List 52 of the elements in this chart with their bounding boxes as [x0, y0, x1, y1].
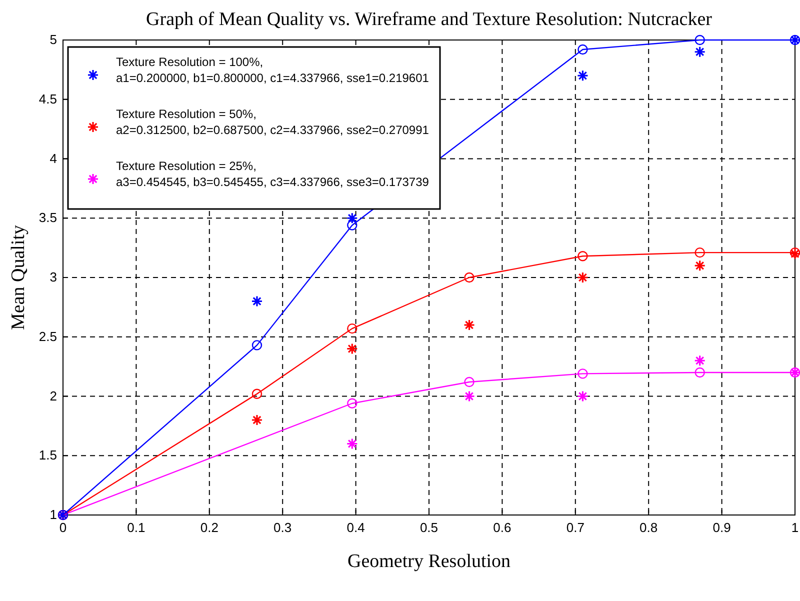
x-tick-label: 0.7: [566, 520, 584, 535]
point: [576, 70, 589, 82]
point: [251, 414, 263, 426]
x-tick-label: 0.4: [346, 520, 365, 535]
point: [463, 390, 476, 402]
y-tick-label: 4: [50, 150, 57, 166]
point: [347, 220, 358, 230]
x-tick-label: 0.8: [640, 520, 658, 535]
x-tick-label: 0.6: [493, 520, 512, 535]
y-tick-label: 2: [50, 388, 57, 404]
point: [346, 438, 358, 450]
y-tick-label: 5: [50, 32, 57, 47]
legend-label: Texture Resolution = 100%, a1=0.200000, b1=0.800000, c1=4.337966, sse1=0.219601: [116, 55, 430, 85]
point: [576, 272, 589, 284]
x-tick-label: 0: [59, 520, 67, 535]
x-tick-label: 0.9: [712, 520, 731, 535]
y-tick-label: 1: [50, 507, 57, 522]
x-axis-title: Geometry Resolution: [347, 551, 512, 572]
point: [463, 319, 476, 331]
point: [578, 44, 588, 55]
point: [347, 398, 358, 408]
point: [251, 295, 263, 308]
y-tick-label: 3.5: [38, 210, 57, 226]
x-tick-label: 1: [791, 520, 799, 535]
point: [694, 354, 706, 366]
x-tick-label: 0.3: [274, 520, 292, 535]
point: [252, 388, 262, 399]
y-axis-title: Mean Quality: [8, 224, 29, 330]
point: [347, 323, 358, 334]
y-tick-label: 1.5: [38, 448, 57, 463]
legend-label: Texture Resolution = 25%, a3=0.454545, b3=0.545455, c3=4.337966, sse3=0.173739: [116, 159, 430, 189]
point: [346, 212, 358, 224]
y-tick-label: 4.5: [38, 91, 57, 106]
chart-title: Graph of Mean Quality vs. Wireframe and Texture Resolution: Nutcracker: [146, 9, 713, 30]
point: [694, 247, 705, 258]
y-tick-label: 2.5: [38, 328, 57, 344]
x-tick-label: 0.1: [127, 520, 146, 535]
legend-label: Texture Resolution = 50%, a2=0.312500, b2=0.687500, c2=4.337966, sse2=0.270991: [116, 107, 430, 137]
point: [694, 34, 705, 46]
x-tick-label: 0.5: [420, 520, 438, 535]
point: [252, 340, 262, 350]
point: [576, 390, 589, 402]
point: [346, 342, 358, 355]
point: [578, 251, 588, 262]
x-tick-label: 0.2: [200, 520, 218, 535]
point: [694, 260, 706, 272]
point: [694, 46, 706, 58]
point: [694, 367, 705, 378]
point: [578, 368, 588, 379]
y-tick-label: 3: [50, 270, 57, 284]
point: [464, 272, 474, 283]
point: [464, 376, 474, 388]
